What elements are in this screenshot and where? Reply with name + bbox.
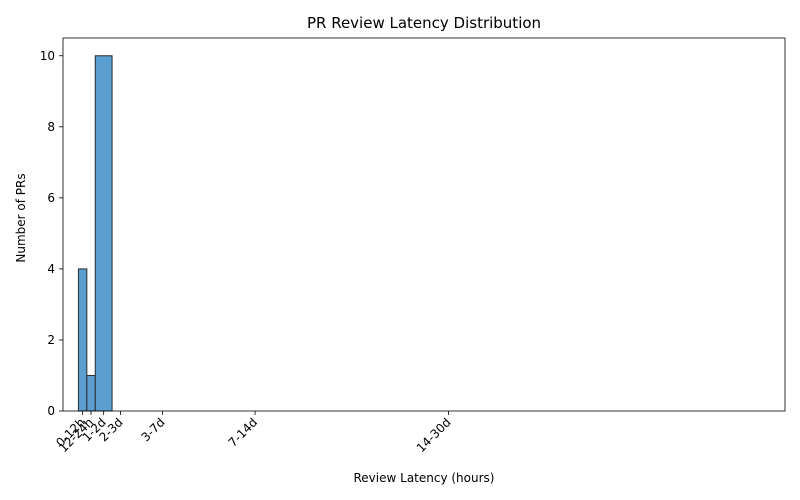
bar-2 — [94, 55, 113, 412]
y-tick-label: 0 — [47, 404, 55, 418]
x-tick-label: 14-30d — [414, 415, 454, 455]
y-tick-label: 6 — [47, 191, 55, 205]
bar-0 — [77, 268, 88, 412]
y-tick-label: 10 — [40, 49, 55, 63]
axes-frame — [62, 37, 786, 412]
x-axis-label: Review Latency (hours) — [354, 471, 495, 485]
bar-1 — [86, 374, 96, 412]
y-tick-label: 4 — [47, 262, 55, 276]
x-tick-label: 3-7d — [139, 415, 168, 444]
y-tick-label: 8 — [47, 120, 55, 134]
y-axis-ticks: 0 2 4 6 8 10 — [40, 49, 63, 418]
x-tick-label: 7-14d — [226, 415, 261, 450]
bars-group — [77, 55, 113, 412]
chart-title: PR Review Latency Distribution — [307, 14, 541, 32]
plot-area-border — [62, 37, 786, 412]
y-tick-label: 2 — [47, 333, 55, 347]
y-axis-label: Number of PRs — [14, 173, 28, 262]
